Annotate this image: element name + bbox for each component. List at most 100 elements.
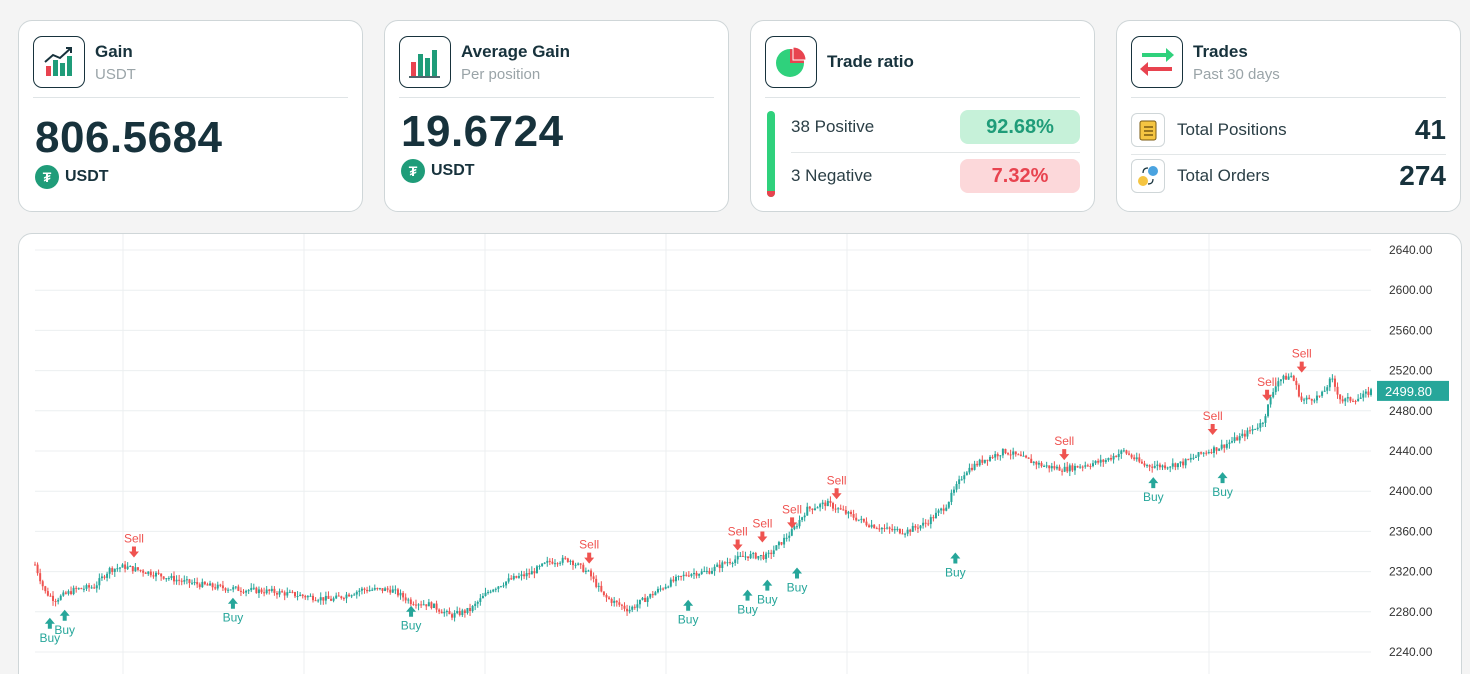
candle-body [293,592,296,597]
buy-arrow-icon [950,552,961,564]
divider [791,152,1080,153]
candle-body [950,492,953,502]
candle-body [685,574,688,576]
candle-body [1073,465,1076,471]
candle-body [1243,433,1246,437]
candle-body [422,604,425,606]
candle-body [713,566,716,571]
candle-body [803,515,806,518]
candle-body [1207,452,1210,454]
candle-body [716,564,719,567]
y-tick-label: 2480.00 [1389,404,1433,418]
buy-arrow-icon [1148,477,1159,489]
candle-body [358,590,361,592]
candle-body [911,525,914,532]
candle-body [651,594,654,596]
candle-body [57,599,60,602]
candle-body [1328,378,1331,388]
candle-body [301,594,304,597]
candle-body [1321,391,1324,396]
sell-arrow-icon [1059,449,1070,461]
candle-body [878,528,881,530]
candle-body [193,582,196,584]
candle-body [1140,461,1143,464]
candle-body [561,557,564,563]
candlestick-chart[interactable]: 2640.00 2600.00 2560.00 2520.00 2480.00 2440.… [19,234,1462,674]
buy-marker-label: Buy [678,613,699,627]
candle-body [54,601,57,603]
candle-body [304,596,307,598]
candle-body [690,574,693,576]
candle-body [896,528,899,530]
y-tick-label: 2560.00 [1389,323,1433,337]
candle-body [914,525,917,528]
candle-body [747,556,750,559]
candle-body [780,542,783,545]
candle-body [134,567,137,572]
candle-body [646,597,649,602]
candle-body [309,595,312,597]
candle-body [736,555,739,560]
candle-body [72,587,75,595]
candle-body [1292,375,1295,381]
candle-body [1215,447,1218,451]
candle-body [644,597,647,602]
candle-body [198,584,201,588]
candle-body [512,576,515,580]
candle-body [963,475,966,480]
candle-body [1251,429,1254,431]
candle-body [572,560,575,566]
candle-body [1117,453,1120,457]
candle-body [299,594,302,597]
candle-body [952,489,955,493]
candle-body [968,467,971,473]
candle-body [484,592,487,597]
candle-body [937,510,940,513]
buy-marker-label: Buy [40,631,61,645]
candle-body [749,554,752,559]
candle-body [319,597,322,601]
candle-body [989,456,992,461]
candle-body [242,591,245,593]
candle-body [754,553,757,559]
candle-body [136,567,139,570]
sell-marker-label: Sell [782,502,802,516]
candle-body [1094,460,1097,464]
candle-body [844,510,847,514]
candle-body [93,587,96,589]
candle-body [52,595,55,602]
candle-body [1176,463,1179,468]
candle-body [916,527,919,529]
candle-body [85,585,88,589]
candle-body [165,578,168,580]
candle-body [330,598,333,601]
candle-body [286,592,289,596]
candle-body [564,557,567,559]
candle-body [983,459,986,463]
candle-body [1097,460,1100,463]
candle-body [1323,390,1326,392]
candle-body [1230,441,1233,443]
candle-body [517,576,520,578]
candle-body [360,588,363,591]
candle-body [1055,466,1058,469]
candle-body [729,562,732,564]
candle-body [1279,379,1282,382]
candle-body [324,595,327,601]
candle-body [626,608,629,612]
candle-body [175,579,178,582]
candle-body [425,604,428,607]
candle-body [638,599,641,605]
candle-body [1104,460,1107,462]
sell-arrow-icon [1207,423,1218,435]
candle-body [98,578,101,586]
candle-body [124,564,127,569]
candle-body [216,584,219,589]
candle-body [100,576,103,579]
clipboard-icon [1131,113,1165,147]
candle-body [67,591,70,594]
candle-body [263,592,266,594]
candle-body [273,588,276,593]
gain-subtitle: USDT [95,66,136,83]
price-chart-panel[interactable]: 2640.00 2600.00 2560.00 2520.00 2480.00 2440.… [18,233,1462,674]
